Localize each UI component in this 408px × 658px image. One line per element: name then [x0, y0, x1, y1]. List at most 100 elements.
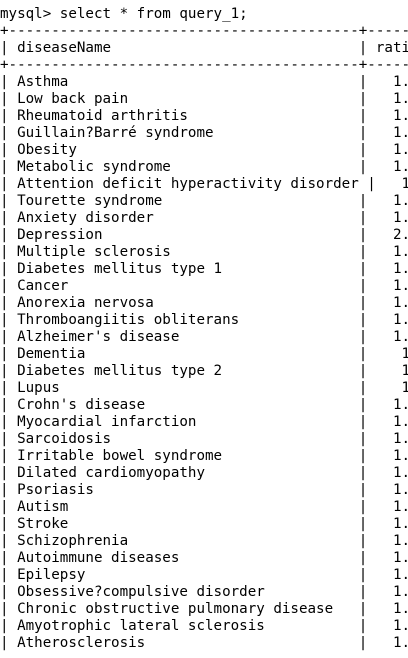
ratio-cell: 1.66	[392, 499, 408, 515]
disease-name-cell: Obesity	[17, 142, 77, 158]
disease-name-cell: Stroke	[17, 516, 69, 532]
table-row: | Psoriasis | 1.69 |	[0, 482, 408, 499]
table-row: | Myocardial infarction | 1.78 |	[0, 414, 408, 431]
ratio-cell: 1.8	[401, 363, 408, 379]
ratio-cell: 1.43	[392, 91, 408, 107]
table-row: | Attention deficit hyperactivity disord…	[0, 176, 408, 193]
disease-name-cell: Atherosclerosis	[17, 635, 146, 651]
header-disease-name: diseaseName	[17, 40, 112, 56]
ratio-cell: 1.27	[392, 159, 408, 175]
disease-name-cell: Myocardial infarction	[17, 414, 197, 430]
table-row: | Asthma | 1.43 |	[0, 74, 408, 91]
disease-name-cell: Thromboangiitis obliterans	[17, 312, 240, 328]
ratio-cell: 1.26	[401, 176, 408, 192]
disease-name-cell: Metabolic syndrome	[17, 159, 171, 175]
ratio-cell: 1.59	[392, 567, 408, 583]
disease-name-cell: Chronic obstructive pulmonary disease	[17, 601, 334, 617]
table-border-middle: +---------------------------------------…	[0, 57, 408, 73]
table-row: | Epilepsy | 1.59 |	[0, 567, 408, 584]
table-row: | Lupus | 1.8 |	[0, 380, 408, 397]
ratio-cell: 1.87	[392, 261, 408, 277]
ratio-cell: 1.77	[392, 448, 408, 464]
table-row: | Irritable bowel syndrome | 1.77 |	[0, 448, 408, 465]
table-row: | Amyotrophic lateral sclerosis | 1.56 |	[0, 618, 408, 635]
ratio-cell: 1.69	[392, 482, 408, 498]
ratio-cell: 1.84	[392, 295, 408, 311]
ratio-cell: 1.77	[392, 431, 408, 447]
disease-name-cell: Multiple sclerosis	[17, 244, 171, 260]
disease-name-cell: Epilepsy	[17, 567, 86, 583]
disease-name-cell: Cancer	[17, 278, 69, 294]
disease-name-cell: Dementia	[17, 346, 86, 362]
disease-name-cell: Asthma	[17, 74, 69, 90]
disease-name-cell: Psoriasis	[17, 482, 94, 498]
ratio-cell: 1.56	[392, 618, 408, 634]
disease-name-cell: Tourette syndrome	[17, 193, 163, 209]
table-row: | Low back pain | 1.43 |	[0, 91, 408, 108]
ratio-cell: 1.78	[392, 397, 408, 413]
ratio-cell: 1.82	[392, 312, 408, 328]
disease-name-cell: Anxiety disorder	[17, 210, 154, 226]
disease-name-cell: Autism	[17, 499, 69, 515]
disease-name-cell: Dilated cardiomyopathy	[17, 465, 206, 481]
table-header-row: | diseaseName | ratio |	[0, 40, 408, 57]
disease-name-cell: Irritable bowel syndrome	[17, 448, 223, 464]
table-border-top: +---------------------------------------…	[0, 23, 408, 39]
disease-name-cell: Obsessive?compulsive disorder	[17, 584, 265, 600]
table-row: | Obsessive?compulsive disorder | 1.59 |	[0, 584, 408, 601]
disease-name-cell: Lupus	[17, 380, 60, 396]
disease-name-cell: Schizophrenia	[17, 533, 129, 549]
command-line: mysql> select * from query_1;	[0, 6, 408, 23]
ratio-cell: 2.07	[392, 227, 408, 243]
ratio-cell: 1.57	[392, 601, 408, 617]
table-row: | Tourette syndrome | 1.22 |	[0, 193, 408, 210]
table-row: | Autism | 1.66 |	[0, 499, 408, 516]
disease-name-cell: Diabetes mellitus type 1	[17, 261, 223, 277]
table-row: | Guillain?Barré syndrome | 1.36 |	[0, 125, 408, 142]
ratio-cell: 1.97	[392, 244, 408, 260]
table-row: | Anxiety disorder | 1.21 |	[0, 210, 408, 227]
table-row: | Obesity | 1.28 |	[0, 142, 408, 159]
table-row: | Dementia | 1.8 |	[0, 346, 408, 363]
disease-name-cell: Guillain?Barré syndrome	[17, 125, 214, 141]
table-row: | Schizophrenia | 1.62 |	[0, 533, 408, 550]
table-row: | Metabolic syndrome | 1.27 |	[0, 159, 408, 176]
table-row: | Sarcoidosis | 1.77 |	[0, 431, 408, 448]
ratio-cell: 1.82	[392, 329, 408, 345]
disease-name-cell: Amyotrophic lateral sclerosis	[17, 618, 265, 634]
ratio-cell: 1.21	[392, 210, 408, 226]
table-row: | Dilated cardiomyopathy | 1.74 |	[0, 465, 408, 482]
ratio-cell: 1.22	[392, 193, 408, 209]
table-row: | Chronic obstructive pulmonary disease …	[0, 601, 408, 618]
disease-name-cell: Diabetes mellitus type 2	[17, 363, 223, 379]
table-row: | Anorexia nervosa | 1.84 |	[0, 295, 408, 312]
table-row: | Depression | 2.07 |	[0, 227, 408, 244]
table-row: | Cancer | 1.85 |	[0, 278, 408, 295]
ratio-cell: 1.36	[392, 125, 408, 141]
ratio-cell: 1.62	[392, 533, 408, 549]
table-row: | Stroke | 1.63 |	[0, 516, 408, 533]
ratio-cell: 1.8	[401, 380, 408, 396]
disease-name-cell: Attention deficit hyperactivity disorder	[17, 176, 359, 192]
table-row: | Multiple sclerosis | 1.97 |	[0, 244, 408, 261]
disease-name-cell: Alzheimer's disease	[17, 329, 180, 345]
header-ratio: ratio	[375, 40, 408, 56]
table-row: | Crohn's disease | 1.78 |	[0, 397, 408, 414]
disease-name-cell: Crohn's disease	[17, 397, 146, 413]
table-row: | Autoimmune diseases | 1.62 |	[0, 550, 408, 567]
ratio-cell: 1.38	[392, 108, 408, 124]
mysql-prompt: mysql>	[0, 6, 60, 22]
table-row: | Diabetes mellitus type 2 | 1.8 |	[0, 363, 408, 380]
ratio-cell: 1.85	[392, 278, 408, 294]
ratio-cell: 1.59	[392, 584, 408, 600]
table-body: | Asthma | 1.43 || Low back pain | 1.43 …	[0, 74, 408, 652]
ratio-cell: 1.43	[392, 74, 408, 90]
ratio-cell: 1.74	[392, 465, 408, 481]
disease-name-cell: Rheumatoid arthritis	[17, 108, 188, 124]
table-row: | Diabetes mellitus type 1 | 1.87 |	[0, 261, 408, 278]
ratio-cell: 1.62	[392, 550, 408, 566]
ratio-cell: 1.8	[401, 346, 408, 362]
sql-command: select * from query_1;	[59, 6, 248, 22]
table-row: | Alzheimer's disease | 1.82 |	[0, 329, 408, 346]
